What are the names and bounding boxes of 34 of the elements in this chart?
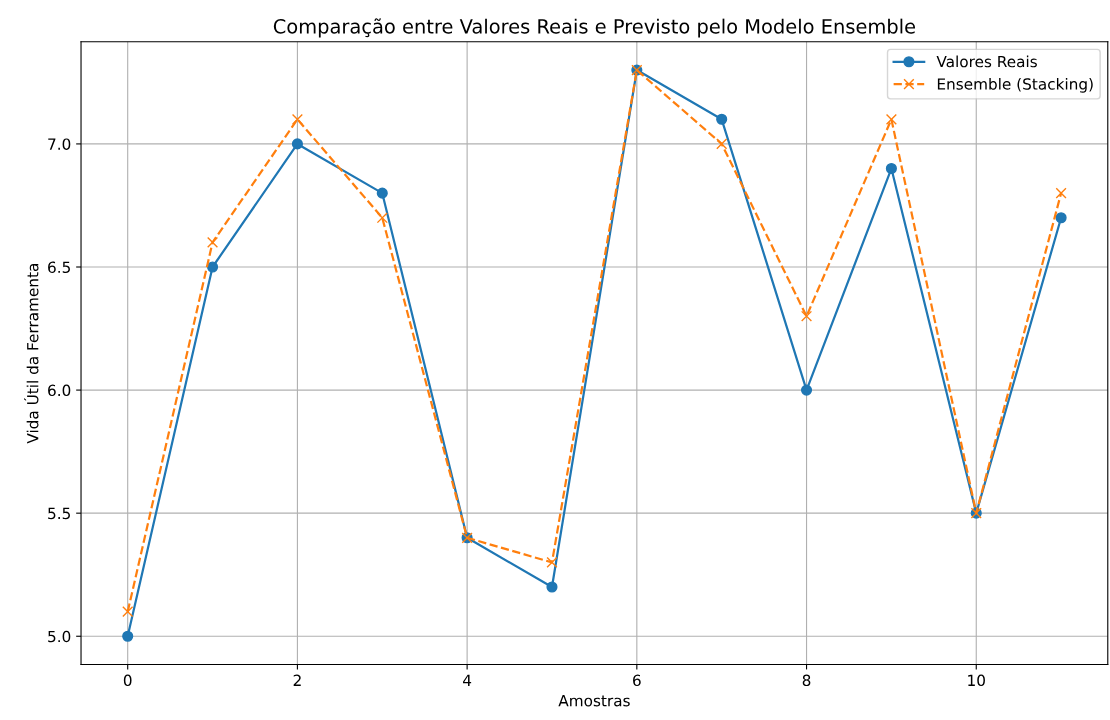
y-tick-label: 5.0 [48, 630, 71, 643]
point [206, 261, 219, 273]
x-tick-label: 10 [968, 674, 985, 687]
legend-label: Valores Reais [936, 55, 1037, 68]
y-axis-title: Vida Útil da Ferramenta [24, 264, 39, 444]
point [1055, 212, 1067, 224]
point [885, 113, 897, 125]
x-tick-label: 8 [802, 674, 811, 687]
y-tick-label: 5.5 [48, 507, 70, 520]
x-axis-title: Amostras [558, 695, 630, 707]
point [716, 138, 728, 150]
x-tick-label: 6 [633, 674, 641, 687]
point [885, 162, 897, 175]
point [122, 606, 134, 618]
point [800, 384, 813, 396]
point [716, 113, 728, 125]
point [376, 212, 388, 224]
point [376, 187, 388, 199]
y-tick-label: 6.5 [48, 261, 70, 274]
point [291, 113, 303, 125]
y-tick-label: 7.0 [48, 138, 71, 150]
point [1055, 187, 1067, 199]
legend-label: Ensemble (Stacking) [937, 77, 1093, 93]
point [800, 310, 813, 322]
chart-title: Comparação entre Valores Reais e Previsto pelo Modelo Ensemble [273, 18, 916, 38]
y-tick-label: 6.0 [48, 384, 71, 397]
point [122, 630, 134, 642]
point [546, 581, 558, 593]
point [291, 138, 303, 150]
x-tick-label: 4 [463, 674, 472, 686]
point [206, 236, 219, 248]
point [546, 556, 558, 568]
x-tick-label: 0 [123, 674, 132, 687]
x-tick-label: 2 [293, 674, 301, 686]
